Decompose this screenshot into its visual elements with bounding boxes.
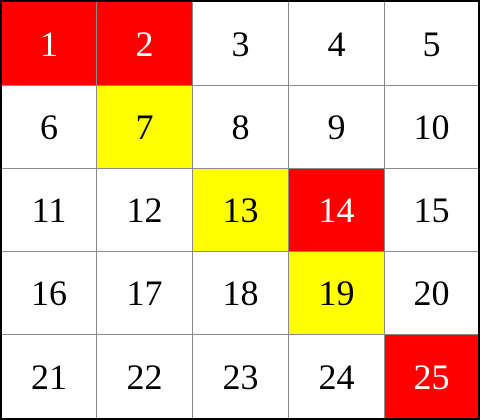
grid-cell-17[interactable]: 17 [97, 252, 193, 335]
grid-cell-3[interactable]: 3 [193, 2, 289, 86]
grid-cell-10[interactable]: 10 [385, 86, 478, 169]
grid-cell-25[interactable]: 25 [385, 335, 478, 418]
grid-cell-9[interactable]: 9 [289, 86, 385, 169]
grid-cell-15[interactable]: 15 [385, 169, 478, 252]
grid-cell-6[interactable]: 6 [2, 86, 97, 169]
grid-cell-5[interactable]: 5 [385, 2, 478, 86]
grid-cell-20[interactable]: 20 [385, 252, 478, 335]
grid-cell-1[interactable]: 1 [2, 2, 97, 86]
grid-cell-16[interactable]: 16 [2, 252, 97, 335]
grid-cell-4[interactable]: 4 [289, 2, 385, 86]
grid-cell-13[interactable]: 13 [193, 169, 289, 252]
grid-cell-14[interactable]: 14 [289, 169, 385, 252]
grid-cell-21[interactable]: 21 [2, 335, 97, 418]
grid-cell-11[interactable]: 11 [2, 169, 97, 252]
grid-cell-23[interactable]: 23 [193, 335, 289, 418]
grid-cell-7[interactable]: 7 [97, 86, 193, 169]
grid-cell-24[interactable]: 24 [289, 335, 385, 418]
grid-cell-22[interactable]: 22 [97, 335, 193, 418]
grid-cell-18[interactable]: 18 [193, 252, 289, 335]
grid-cell-19[interactable]: 19 [289, 252, 385, 335]
grid-cell-8[interactable]: 8 [193, 86, 289, 169]
grid-cell-2[interactable]: 2 [97, 2, 193, 86]
grid-cell-12[interactable]: 12 [97, 169, 193, 252]
